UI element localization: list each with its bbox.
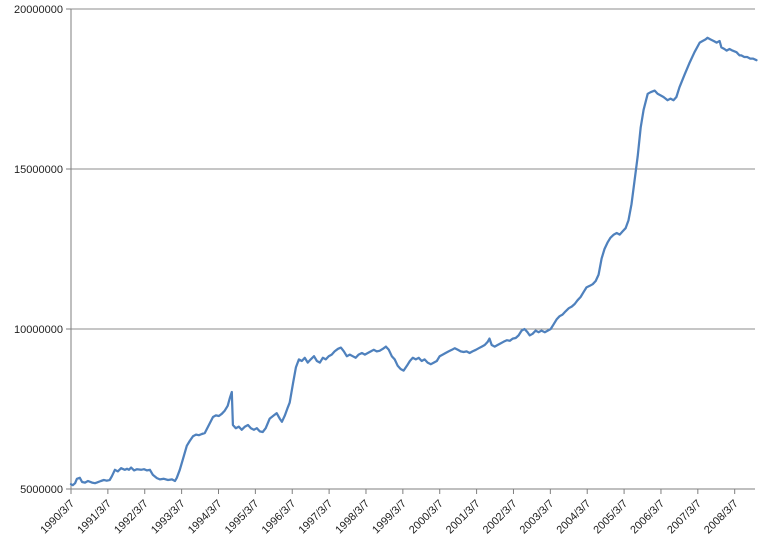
- x-axis-tick-label: 2003/3/7: [518, 498, 557, 537]
- x-axis-tick-label: 2002/3/7: [481, 498, 520, 537]
- y-axis-tick-label: 20000000: [14, 4, 63, 16]
- x-axis-tick-label: 1991/3/7: [75, 498, 114, 537]
- x-axis-tick-label: 1990/3/7: [38, 498, 77, 537]
- x-axis-tick-label: 1999/3/7: [370, 498, 409, 537]
- x-axis-tick-label: 2001/3/7: [444, 498, 483, 537]
- y-axis-tick-label: 5000000: [20, 484, 63, 496]
- data-series-line: [69, 36, 758, 487]
- x-axis-tick-label: 1998/3/7: [333, 498, 372, 537]
- x-axis-tick-label: 1992/3/7: [112, 498, 151, 537]
- x-axis-tick-label: 2000/3/7: [407, 498, 446, 537]
- x-axis-tick-label: 2008/3/7: [702, 498, 741, 537]
- x-axis-tick-label: 1996/3/7: [260, 498, 299, 537]
- x-axis-tick-label: 2005/3/7: [591, 498, 630, 537]
- y-axis-tick-label: 15000000: [14, 164, 63, 176]
- x-axis-tick-label: 1993/3/7: [149, 498, 188, 537]
- x-axis-tick-label: 1995/3/7: [223, 498, 262, 537]
- x-axis-tick-label: 2004/3/7: [555, 498, 594, 537]
- x-axis-tick-label: 1994/3/7: [186, 498, 225, 537]
- x-axis-tick-label: 2007/3/7: [665, 498, 704, 537]
- x-axis-tick-label: 1997/3/7: [296, 498, 335, 537]
- x-axis-tick-label: 2006/3/7: [628, 498, 667, 537]
- y-axis-tick-label: 10000000: [14, 324, 63, 336]
